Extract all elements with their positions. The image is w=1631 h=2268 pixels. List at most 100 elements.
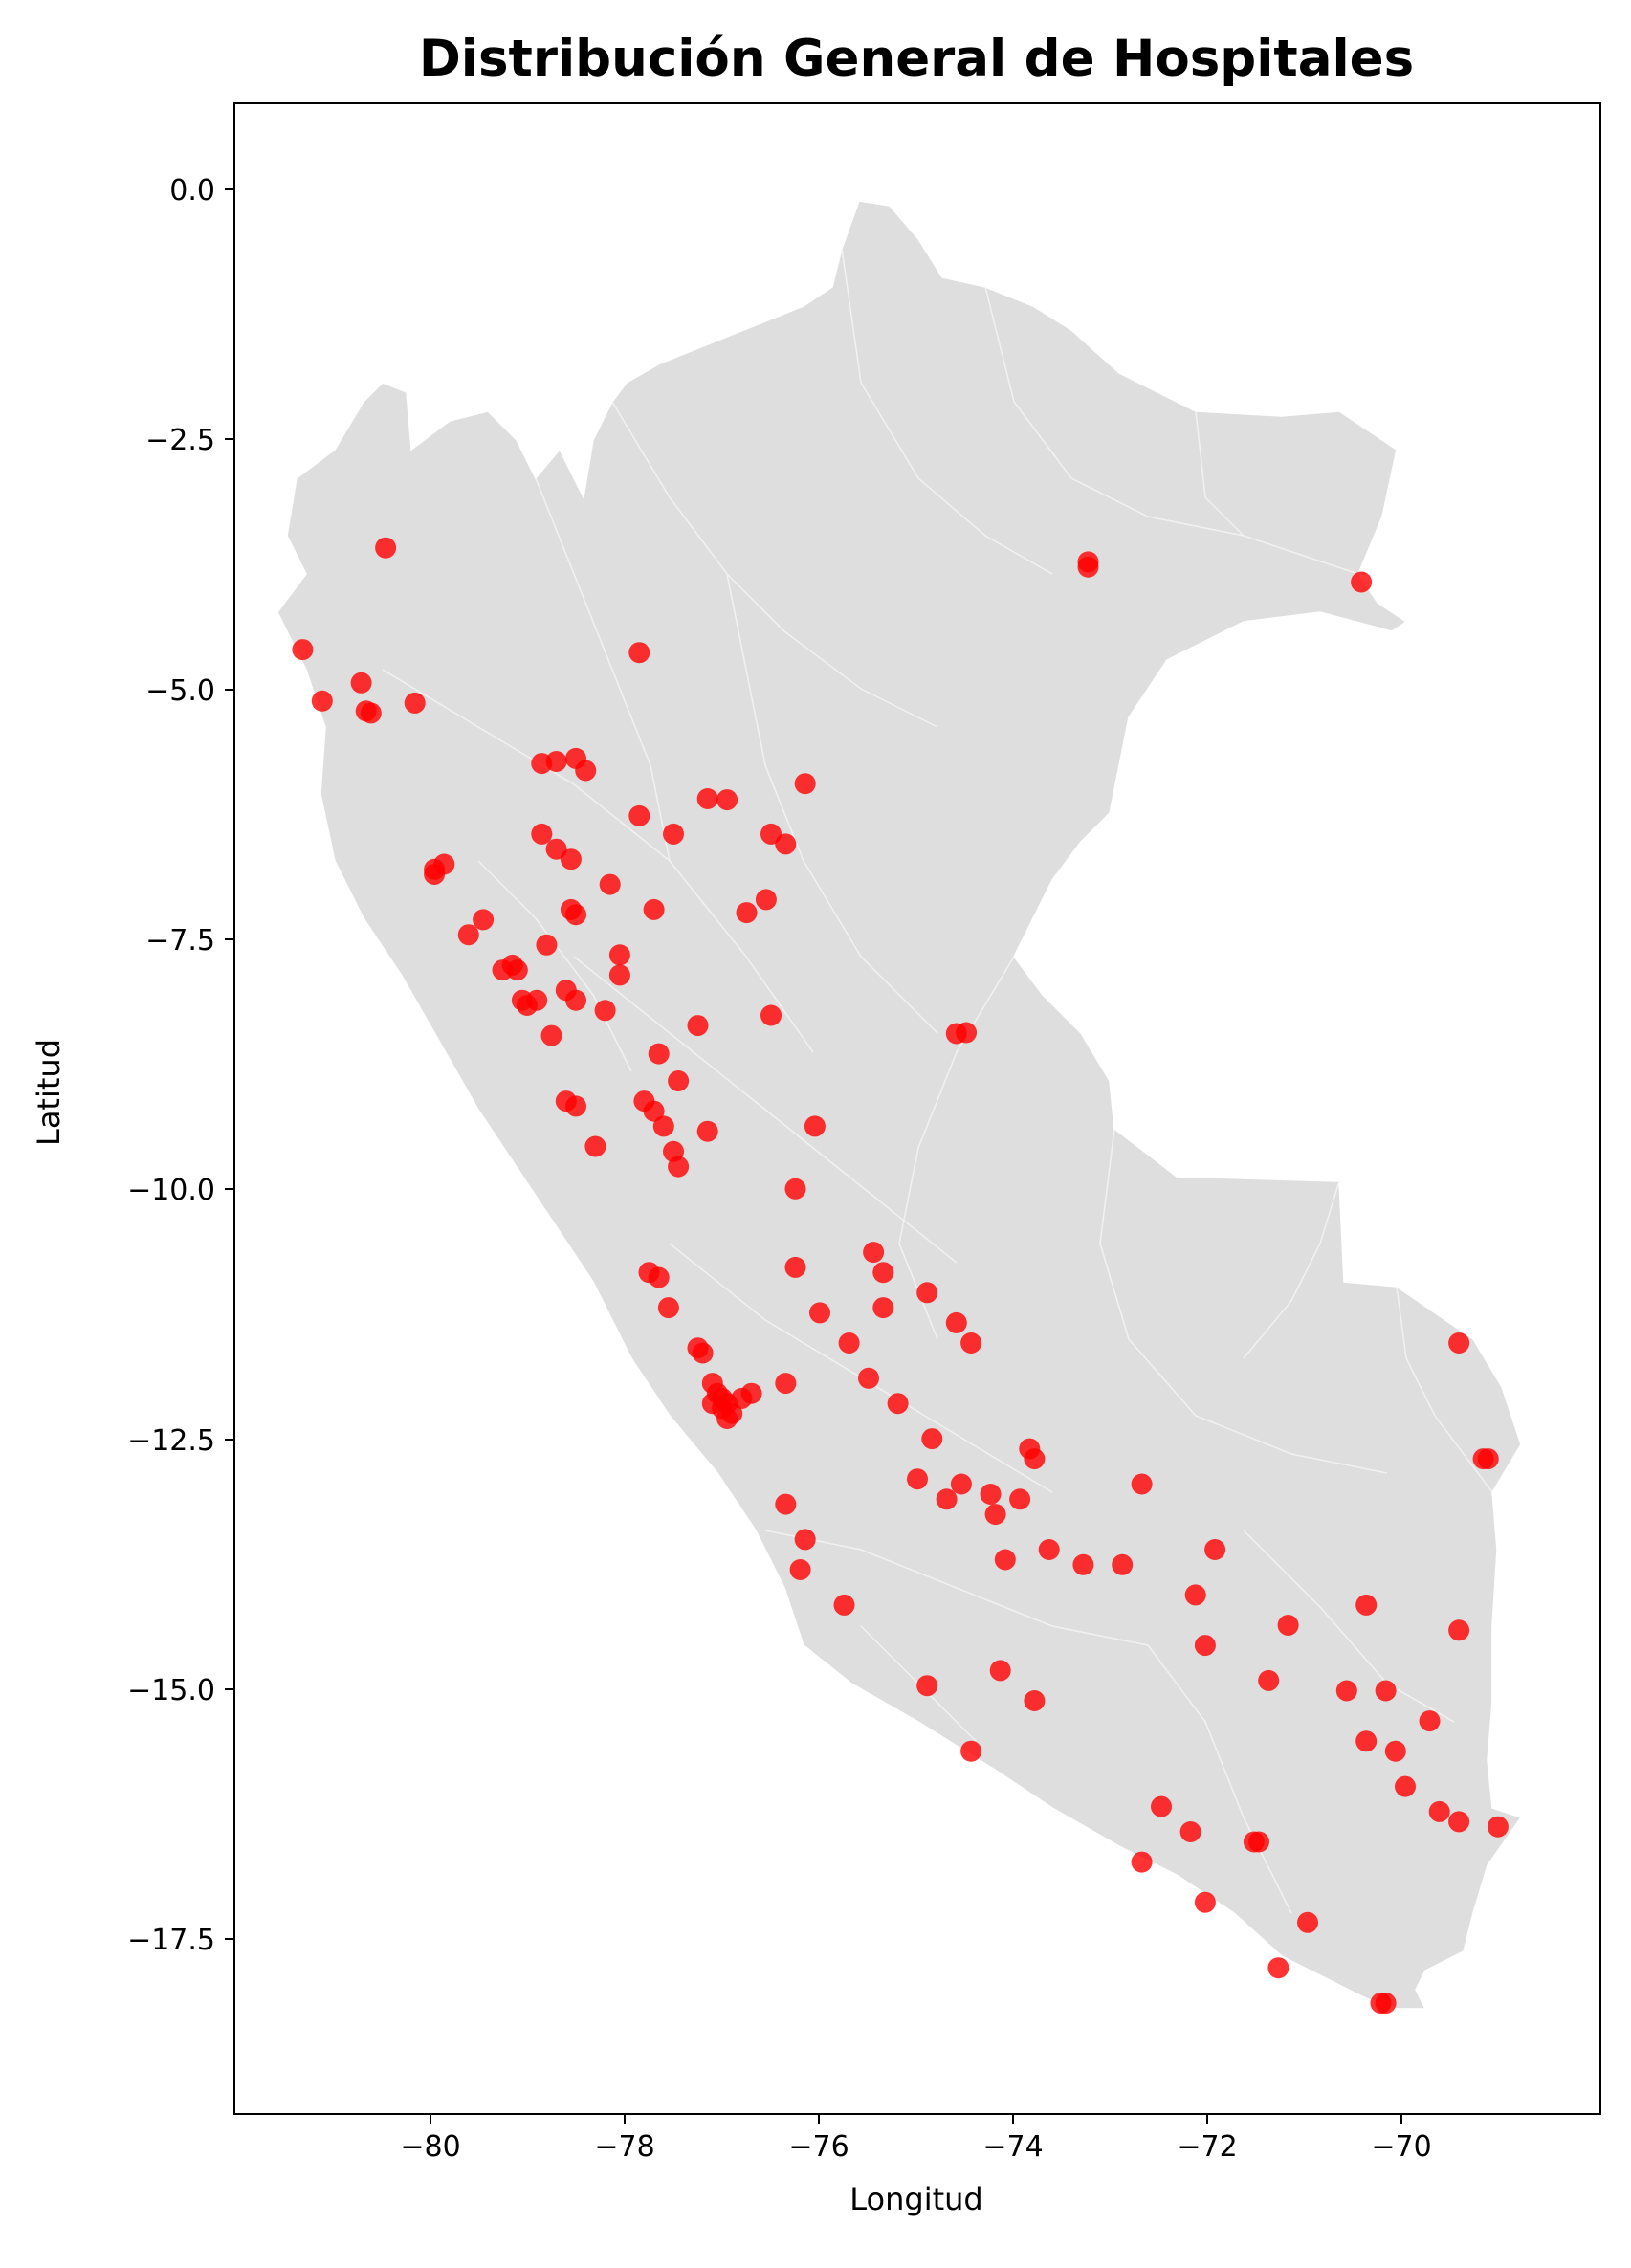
hospital-point xyxy=(360,702,382,724)
hospital-point xyxy=(1179,1821,1201,1842)
y-tick-label: −5.0 xyxy=(145,674,215,708)
y-axis: 0.0 −2.5 −5.0 −7.5 −10.0 −12.5 −15.0 −17… xyxy=(127,174,234,1957)
y-tick: −2.5 xyxy=(145,424,234,457)
hospital-point xyxy=(663,823,684,845)
hospital-point xyxy=(292,639,314,661)
hospital-point xyxy=(716,789,738,811)
hospital-point xyxy=(980,1484,1002,1505)
y-tick-label: −15.0 xyxy=(127,1674,215,1707)
hospital-point xyxy=(457,924,479,946)
hospital-point xyxy=(594,1000,616,1022)
y-tick: 0.0 xyxy=(169,174,234,208)
x-axis-title: Longitud xyxy=(849,2181,982,2217)
hospital-point xyxy=(1131,1851,1153,1873)
hospital-point xyxy=(648,1043,670,1065)
hospital-point xyxy=(789,1559,811,1580)
hospital-point xyxy=(887,1393,909,1415)
x-tick-label: −72 xyxy=(1177,2130,1237,2164)
hospital-point xyxy=(872,1297,894,1319)
hospital-point xyxy=(921,1428,943,1450)
hospital-point xyxy=(907,1468,928,1490)
x-tick-label: −70 xyxy=(1371,2130,1431,2164)
hospital-point xyxy=(863,1242,885,1264)
hospital-point xyxy=(1428,1800,1450,1822)
plot-area xyxy=(276,200,1523,2015)
hospital-point xyxy=(1277,1615,1299,1636)
hospital-point xyxy=(1267,1957,1289,1979)
hospital-point xyxy=(784,1256,806,1278)
y-tick: −15.0 xyxy=(127,1674,234,1707)
hospital-point xyxy=(599,873,621,895)
y-tick-label: −7.5 xyxy=(145,924,215,958)
x-tick-label: −76 xyxy=(788,2130,849,2164)
x-tick-label: −78 xyxy=(594,2130,654,2164)
hospital-point xyxy=(540,1024,562,1046)
hospital-point xyxy=(1448,1811,1470,1833)
peru-base-map xyxy=(276,200,1523,2010)
hospital-point xyxy=(575,760,597,782)
x-tick: −72 xyxy=(1177,2114,1238,2164)
hospital-point xyxy=(1419,1710,1441,1732)
y-tick: −12.5 xyxy=(127,1424,234,1458)
hospital-point xyxy=(628,642,650,664)
x-tick: −80 xyxy=(400,2114,461,2164)
hospital-point xyxy=(1395,1775,1416,1797)
hospital-point xyxy=(838,1332,860,1354)
hospital-point xyxy=(1375,1680,1397,1702)
hospital-point xyxy=(652,1115,674,1137)
hospital-point xyxy=(1335,1680,1357,1702)
hospital-point xyxy=(643,1100,665,1122)
chart-title: Distribución General de Hospitales xyxy=(419,30,1414,88)
y-tick: −7.5 xyxy=(145,924,234,958)
x-tick-label: −80 xyxy=(400,2130,460,2164)
hospital-point xyxy=(1112,1553,1134,1575)
hospital-point xyxy=(473,909,495,931)
x-tick: −76 xyxy=(788,2114,849,2164)
hospital-point xyxy=(994,1549,1016,1571)
y-tick-label: −12.5 xyxy=(127,1424,215,1458)
hospital-point xyxy=(945,1311,967,1333)
hospital-point xyxy=(1351,571,1373,593)
hospital-point xyxy=(565,1095,586,1117)
hospital-point xyxy=(936,1488,958,1510)
hospital-point xyxy=(692,1342,714,1364)
hospital-point xyxy=(1131,1473,1153,1495)
hospital-point xyxy=(648,1266,670,1288)
hospital-point xyxy=(784,1178,806,1200)
hospital-point xyxy=(1448,1619,1470,1641)
hospital-point xyxy=(989,1660,1011,1682)
hospital-point xyxy=(1248,1831,1269,1853)
hospital-point xyxy=(1258,1669,1280,1691)
hospital-point xyxy=(628,804,650,826)
hospital-point xyxy=(536,934,558,956)
hospital-point xyxy=(1487,1816,1509,1838)
hospital-point xyxy=(608,944,630,966)
hospital-point xyxy=(760,1004,782,1026)
hospital-point xyxy=(794,773,816,795)
hospital-point xyxy=(526,989,548,1011)
hospital-point xyxy=(311,690,333,712)
hospital-point xyxy=(960,1332,982,1354)
hospital-point xyxy=(1448,1332,1470,1354)
hospital-point xyxy=(736,902,758,924)
hospital-point xyxy=(404,692,426,714)
hospital-point xyxy=(755,889,777,911)
y-axis-title: Latitud xyxy=(31,1039,67,1146)
hospital-point xyxy=(545,838,567,860)
hospital-point xyxy=(809,1302,830,1324)
hospital-point xyxy=(1384,1740,1406,1762)
hospital-point xyxy=(565,904,586,926)
hospital-point xyxy=(858,1367,879,1389)
hospital-point xyxy=(1355,1594,1378,1616)
hospital-point xyxy=(775,833,797,855)
hospital-point xyxy=(804,1115,826,1137)
hospital-point xyxy=(1009,1488,1031,1510)
hospital-point xyxy=(1184,1584,1206,1606)
x-axis: −80 −78 −76 −74 −72 −70 xyxy=(400,2114,1432,2164)
hospital-point xyxy=(1077,551,1099,573)
y-tick: −5.0 xyxy=(145,674,234,708)
hospital-point xyxy=(1024,1448,1046,1470)
x-tick: −70 xyxy=(1371,2114,1432,2164)
hospital-point xyxy=(1472,1448,1494,1470)
hospital-point xyxy=(1024,1690,1046,1711)
